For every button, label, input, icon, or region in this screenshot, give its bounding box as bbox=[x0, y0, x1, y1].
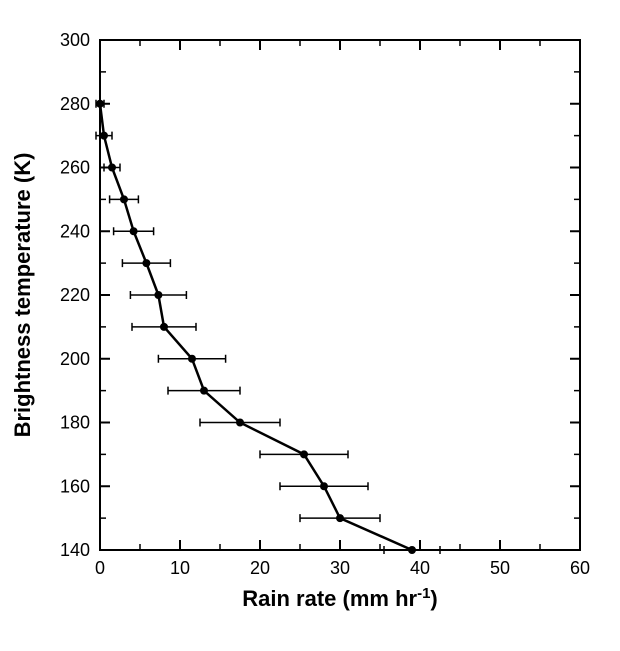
data-marker bbox=[101, 132, 108, 139]
y-tick-label: 300 bbox=[60, 30, 90, 50]
data-marker bbox=[143, 260, 150, 267]
x-tick-label: 0 bbox=[95, 558, 105, 578]
x-tick-label: 20 bbox=[250, 558, 270, 578]
data-marker bbox=[130, 228, 137, 235]
x-axis-title: Rain rate (mm hr-1) bbox=[242, 585, 437, 611]
y-tick-label: 140 bbox=[60, 540, 90, 560]
data-marker bbox=[97, 100, 104, 107]
y-tick-label: 180 bbox=[60, 413, 90, 433]
data-marker bbox=[155, 292, 162, 299]
data-marker bbox=[109, 164, 116, 171]
data-marker bbox=[301, 451, 308, 458]
data-marker bbox=[237, 419, 244, 426]
y-tick-label: 280 bbox=[60, 94, 90, 114]
x-tick-label: 60 bbox=[570, 558, 590, 578]
data-marker bbox=[337, 515, 344, 522]
y-tick-label: 220 bbox=[60, 285, 90, 305]
y-tick-label: 240 bbox=[60, 221, 90, 241]
data-marker bbox=[189, 355, 196, 362]
x-tick-label: 30 bbox=[330, 558, 350, 578]
y-tick-label: 260 bbox=[60, 158, 90, 178]
data-marker bbox=[201, 387, 208, 394]
data-marker bbox=[121, 196, 128, 203]
y-tick-label: 160 bbox=[60, 476, 90, 496]
y-tick-label: 200 bbox=[60, 349, 90, 369]
data-marker bbox=[321, 483, 328, 490]
x-tick-label: 50 bbox=[490, 558, 510, 578]
chart-container: { "chart": { "type": "line-scatter-error… bbox=[0, 0, 620, 651]
x-tick-label: 10 bbox=[170, 558, 190, 578]
chart-svg: 0 10 20 30 40 50 60 140 160 180 200 220 240 260 280 300… bbox=[0, 0, 620, 651]
data-marker bbox=[161, 323, 168, 330]
y-axis-title: Brightness temperature (K) bbox=[10, 153, 35, 438]
data-marker bbox=[409, 547, 416, 554]
x-tick-label: 40 bbox=[410, 558, 430, 578]
